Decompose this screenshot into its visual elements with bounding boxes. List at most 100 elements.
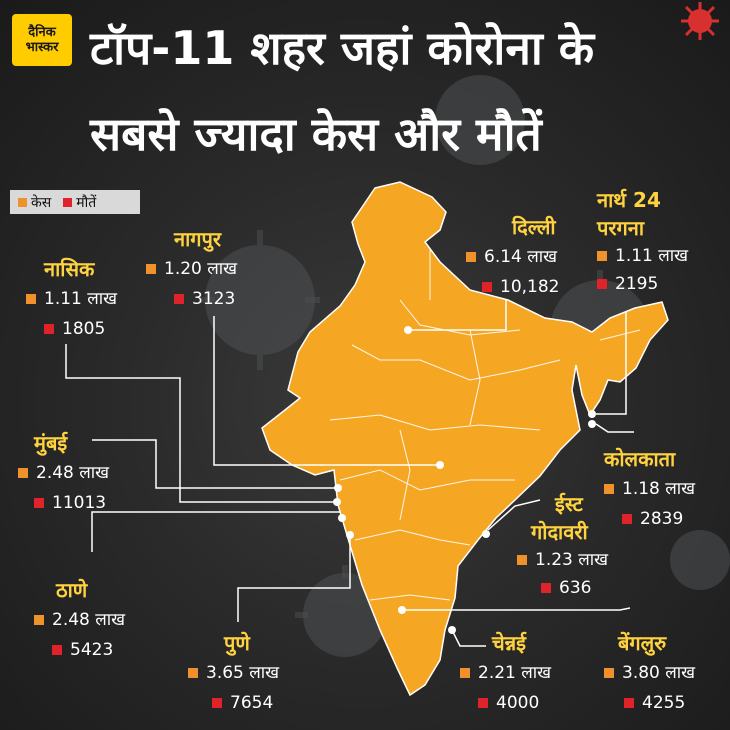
- deaths-value: 1805: [62, 319, 106, 339]
- city-delhi: दिल्ली 6.14 लाख 10,182: [466, 212, 559, 302]
- cases-swatch: [597, 251, 607, 261]
- state-borders: [329, 250, 641, 601]
- deaths-legend-swatch: [63, 197, 73, 207]
- page-title-line-2: सबसे ज्यादा केस और मौतें: [90, 107, 542, 161]
- cases-swatch: [604, 484, 614, 494]
- city-name-line-2: परगना: [597, 216, 645, 240]
- city-name: ठाणे: [56, 578, 88, 602]
- city-chennai: चेन्नई 2.21 लाख 4000: [460, 628, 551, 718]
- north24-connector: [596, 312, 627, 415]
- pune-connector: [237, 535, 351, 622]
- city-eastgodavari: ईस्ट गोदावरी 1.23 लाख 636: [517, 490, 608, 602]
- deaths-value: 4000: [496, 693, 540, 713]
- delhi-marker: [404, 326, 412, 334]
- nagpur-marker: [436, 461, 444, 469]
- cases-swatch: [34, 615, 44, 625]
- deaths-swatch: [597, 279, 607, 289]
- nashik-connector: [65, 344, 335, 503]
- cases-value: 1.20 लाख: [164, 259, 238, 279]
- city-nagpur: नागपुर 1.20 लाख 3123: [146, 224, 237, 314]
- deaths-swatch: [624, 698, 634, 708]
- city-name: चेन्नई: [492, 631, 526, 655]
- nashik-marker: [334, 484, 342, 492]
- north24-marker: [588, 410, 596, 418]
- page-title-line-1: टॉप-11 शहर जहां कोरोना के: [90, 21, 595, 75]
- eastgodavari-connector: [487, 499, 541, 531]
- city-name: दिल्ली: [512, 215, 556, 239]
- deaths-swatch: [622, 514, 632, 524]
- city-pune: पुणे 3.65 लाख 7654: [188, 628, 279, 718]
- deaths-value: 3123: [192, 289, 236, 309]
- cases-value: 2.48 लाख: [52, 610, 126, 630]
- deaths-value: 11013: [52, 493, 107, 513]
- city-mumbai: मुंबई 2.48 लाख 11013: [18, 428, 110, 518]
- dainik-bhaskar-logo: दैनिक भास्कर: [12, 14, 72, 66]
- deaths-value: 4255: [642, 693, 686, 713]
- cases-value: 2.21 लाख: [478, 663, 552, 683]
- city-name: ईस्ट: [555, 492, 583, 516]
- deaths-value: 5423: [70, 640, 114, 660]
- cases-swatch: [604, 668, 614, 678]
- cases-value: 2.48 लाख: [36, 463, 110, 483]
- cases-value: 1.11 लाख: [44, 289, 118, 309]
- deaths-swatch: [212, 698, 222, 708]
- cases-value: 6.14 लाख: [484, 247, 558, 267]
- city-name: बेंगलुरु: [618, 631, 667, 655]
- deaths-value: 2195: [615, 274, 659, 294]
- deaths-swatch: [52, 645, 62, 655]
- deaths-swatch: [34, 498, 44, 508]
- chennai-marker: [448, 626, 456, 634]
- chennai-connector: [451, 629, 486, 647]
- city-name: मुंबई: [34, 431, 68, 455]
- city-bengaluru: बेंगलुरु 3.80 लाख 4255: [604, 628, 696, 718]
- cases-swatch: [18, 468, 28, 478]
- city-name: नार्थ 24: [597, 188, 661, 212]
- delhi-connector: [408, 300, 507, 331]
- deaths-swatch: [478, 698, 488, 708]
- deaths-value: 10,182: [500, 277, 560, 297]
- kolkata-connector: [595, 423, 634, 433]
- deaths-swatch: [174, 294, 184, 304]
- thane-marker: [338, 514, 346, 522]
- logo-line-1: दैनिक: [28, 25, 56, 40]
- bengaluru-marker: [398, 606, 406, 614]
- cases-swatch: [517, 555, 527, 565]
- city-nashik: नासिक 1.11 लाख 1805: [26, 254, 118, 344]
- cases-value: 3.80 लाख: [622, 663, 696, 683]
- deaths-legend-label: मौतें: [76, 194, 97, 211]
- india-outline: [261, 181, 669, 697]
- deaths-value: 7654: [230, 693, 274, 713]
- city-name: नागपुर: [174, 227, 222, 251]
- deaths-swatch: [541, 583, 551, 593]
- deaths-swatch: [44, 324, 54, 334]
- cases-value: 1.11 लाख: [615, 246, 689, 266]
- virus-icon: [681, 2, 719, 40]
- bengaluru-connector: [402, 607, 631, 611]
- city-north24: नार्थ 24 परगना 1.11 लाख 2195: [597, 186, 688, 298]
- city-name: पुणे: [224, 631, 250, 655]
- cases-swatch: [146, 264, 156, 274]
- kolkata-marker: [588, 420, 596, 428]
- mumbai-connector: [92, 439, 336, 489]
- nagpur-connector: [213, 316, 440, 466]
- cases-swatch: [466, 252, 476, 262]
- cases-swatch: [26, 294, 36, 304]
- cases-value: 1.18 लाख: [622, 479, 696, 499]
- cases-value: 1.23 लाख: [535, 550, 609, 570]
- logo-line-2: भास्कर: [25, 40, 59, 55]
- cases-swatch: [460, 668, 470, 678]
- cases-legend-swatch: [18, 197, 27, 207]
- city-thane: ठाणे 2.48 लाख 5423: [34, 575, 125, 665]
- deaths-swatch: [482, 282, 492, 292]
- deaths-value: 636: [559, 578, 592, 598]
- deaths-value: 2839: [640, 509, 684, 529]
- cases-swatch: [188, 668, 198, 678]
- city-name: कोलकाता: [604, 447, 676, 471]
- mumbai-marker: [333, 498, 341, 506]
- eastgodavari-marker: [482, 530, 490, 538]
- cases-value: 3.65 लाख: [206, 663, 280, 683]
- city-name-line-2: गोदावरी: [531, 520, 588, 544]
- legend: केस मौतें: [10, 190, 140, 214]
